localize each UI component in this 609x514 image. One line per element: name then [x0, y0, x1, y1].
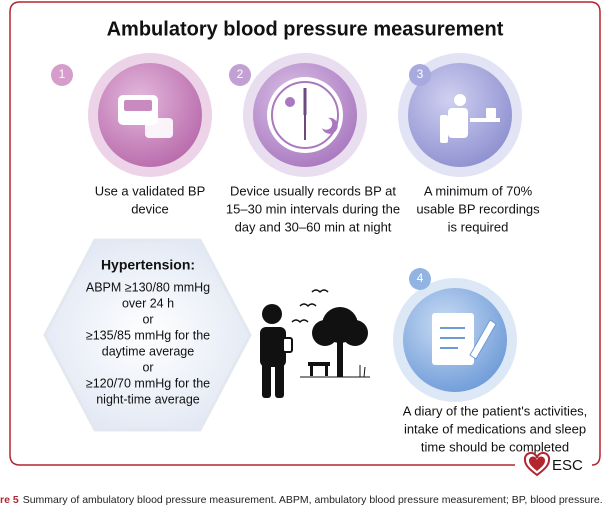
bp-device-icon	[118, 95, 173, 138]
hypertension-line: over 24 h	[122, 296, 174, 310]
step-text: A minimum of 70%	[424, 183, 533, 198]
patient-icon	[440, 94, 500, 143]
badge	[51, 64, 73, 86]
esc-logo: ESC	[523, 451, 583, 477]
step-text: Use a validated BP	[95, 183, 206, 198]
diary-icon	[432, 313, 497, 365]
step-text: device	[131, 201, 169, 216]
step-number: 3	[417, 67, 424, 81]
step-text: A diary of the patient's activities,	[403, 403, 588, 418]
hypertension-line: daytime average	[102, 344, 194, 358]
clock-icon	[267, 77, 343, 153]
badge	[409, 64, 431, 86]
badge	[409, 268, 431, 290]
logo-text: ESC	[552, 457, 583, 474]
caption-label: re 5	[0, 494, 19, 506]
frame	[9, 1, 601, 466]
person-illustration	[260, 289, 370, 398]
step-text: intake of medications and sleep	[404, 421, 586, 436]
caption: re 5 Summary of ambulatory blood pressure…	[0, 494, 603, 506]
step-text: 15–30 min intervals during the	[226, 201, 400, 216]
step-text: time should be completed	[421, 439, 569, 454]
hypertension-line: ≥120/70 mmHg for the	[86, 376, 210, 390]
hypertension-line: ≥135/85 mmHg for the	[86, 328, 210, 342]
step-text: day and 30–60 min at night	[235, 219, 392, 234]
step-text: usable BP recordings	[416, 201, 540, 216]
badge	[229, 64, 251, 86]
hypertension-line: or	[142, 312, 153, 326]
step-text: Device usually records BP at	[230, 183, 396, 198]
hypertension-line: ABPM ≥130/80 mmHg	[86, 280, 210, 294]
hypertension-line: night-time average	[96, 392, 200, 406]
hypertension-line: or	[142, 360, 153, 374]
title: Ambulatory blood pressure measurement	[107, 18, 504, 40]
step-number: 4	[417, 271, 424, 285]
step-number: 2	[237, 67, 244, 81]
caption-text: Summary of ambulatory blood pressure mea…	[23, 494, 603, 506]
step-number: 1	[59, 67, 66, 81]
hexagon	[43, 238, 252, 432]
hypertension-heading: Hypertension:	[101, 257, 195, 273]
step-text: is required	[448, 219, 509, 234]
